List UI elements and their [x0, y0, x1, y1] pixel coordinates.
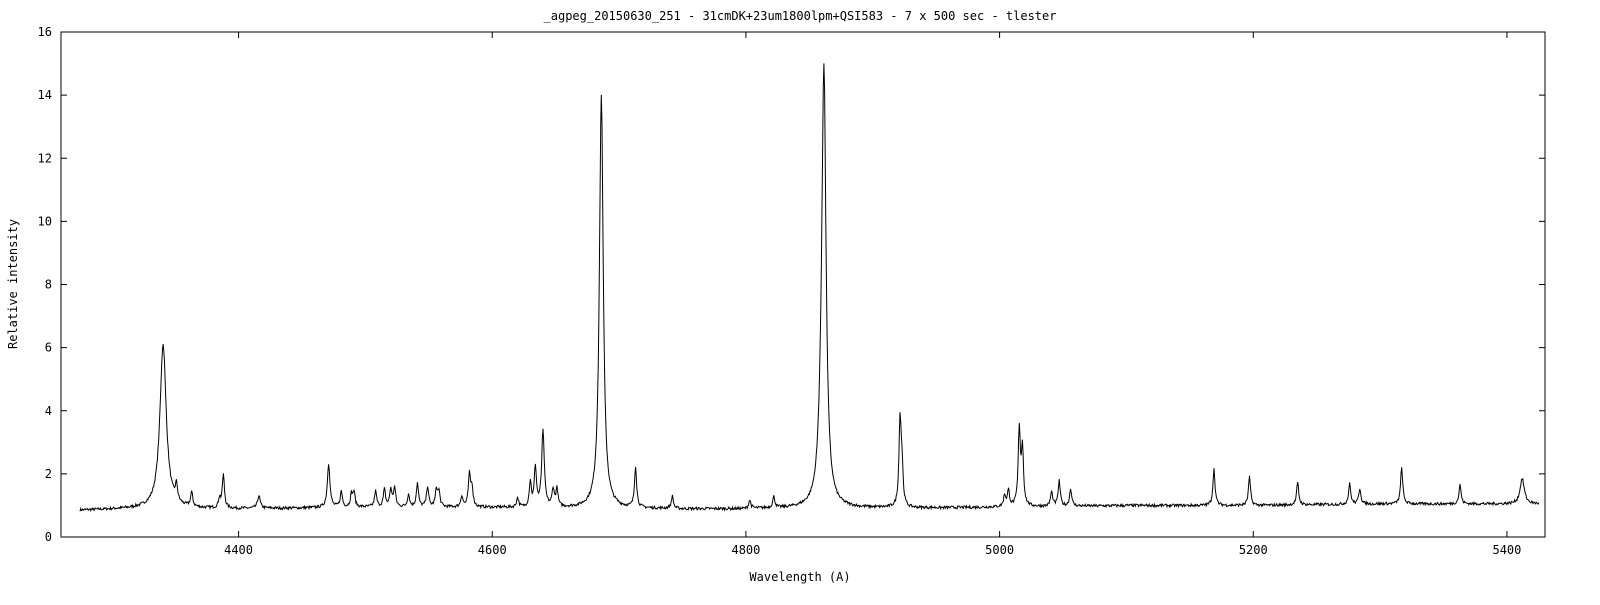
x-tick-label: 5200 [1239, 543, 1268, 557]
y-tick-label: 6 [45, 341, 52, 355]
y-tick-label: 8 [45, 278, 52, 292]
x-tick-label: 5000 [985, 543, 1014, 557]
y-tick-label: 2 [45, 467, 52, 481]
chart-title: _agpeg_20150630_251 - 31cmDK+23um1800lpm… [544, 9, 1057, 23]
x-tick-label: 4600 [478, 543, 507, 557]
plot-frame [60, 31, 1546, 538]
x-tick-label: 4800 [731, 543, 760, 557]
y-tick-label: 0 [45, 530, 52, 544]
x-axis-label: Wavelength (A) [749, 570, 850, 584]
y-tick-label: 16 [38, 25, 52, 39]
y-axis-label: Relative intensity [6, 219, 20, 349]
y-tick-label: 14 [38, 88, 52, 102]
spectrum-series-line [79, 63, 1540, 513]
y-tick-label: 12 [38, 151, 52, 165]
y-tick-label: 10 [38, 214, 52, 228]
x-tick-label: 4400 [224, 543, 253, 557]
x-tick-label: 5400 [1492, 543, 1521, 557]
y-tick-label: 4 [45, 404, 52, 418]
axis-ticks: 4400 4600 4800 5000 5200 5400 0 2 4 6 8 10 12 14 16 [38, 25, 1545, 557]
